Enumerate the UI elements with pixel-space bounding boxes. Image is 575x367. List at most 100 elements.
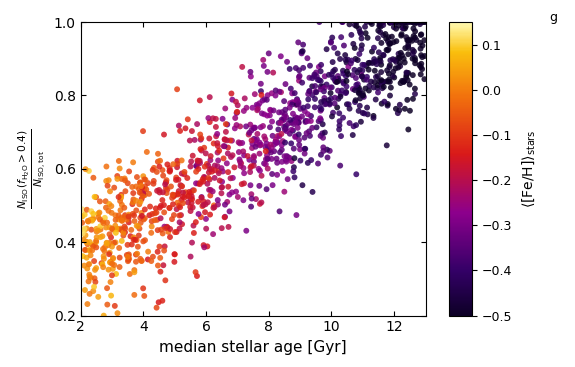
- Point: [260, 134, 269, 139]
- Point: [247, 163, 256, 169]
- Point: [236, 159, 245, 165]
- Point: [237, 181, 246, 187]
- Point: [102, 240, 112, 246]
- Point: [85, 291, 94, 297]
- Point: [247, 204, 256, 210]
- Point: [161, 179, 170, 185]
- Point: [81, 166, 90, 172]
- Point: [372, 61, 381, 67]
- Point: [387, 19, 396, 25]
- Point: [117, 194, 126, 200]
- Point: [421, 19, 430, 25]
- Point: [85, 168, 94, 174]
- Point: [191, 163, 201, 169]
- Point: [223, 150, 232, 156]
- Point: [362, 105, 371, 110]
- Point: [367, 21, 377, 27]
- Point: [227, 189, 236, 195]
- Point: [117, 217, 126, 222]
- Point: [234, 139, 243, 145]
- Point: [415, 21, 424, 27]
- Point: [258, 98, 267, 103]
- Point: [316, 133, 325, 139]
- Point: [358, 68, 367, 73]
- Point: [233, 102, 242, 108]
- Point: [117, 238, 126, 244]
- Point: [296, 146, 305, 152]
- Point: [360, 62, 369, 68]
- Point: [402, 70, 411, 76]
- Point: [419, 19, 428, 25]
- Point: [227, 154, 236, 160]
- Point: [206, 157, 215, 163]
- Point: [301, 119, 310, 125]
- Point: [312, 73, 321, 79]
- Point: [132, 223, 141, 229]
- Point: [137, 210, 146, 216]
- Point: [239, 165, 248, 171]
- Point: [91, 279, 100, 285]
- Point: [394, 51, 403, 57]
- Point: [239, 108, 248, 114]
- Point: [275, 89, 284, 95]
- Point: [416, 40, 425, 46]
- Point: [392, 26, 401, 32]
- Point: [395, 102, 404, 108]
- Y-axis label: $\langle[\mathrm{Fe/H}]\rangle_\mathrm{stars}$: $\langle[\mathrm{Fe/H}]\rangle_\mathrm{s…: [520, 130, 537, 208]
- Point: [105, 201, 114, 207]
- Point: [404, 45, 413, 51]
- Point: [339, 79, 348, 85]
- Point: [194, 199, 203, 205]
- Point: [263, 156, 273, 162]
- Point: [344, 101, 353, 107]
- Point: [345, 106, 354, 112]
- Point: [375, 55, 385, 61]
- Point: [255, 101, 264, 106]
- Point: [320, 95, 329, 101]
- Point: [83, 266, 92, 272]
- Point: [399, 26, 408, 32]
- Point: [200, 244, 209, 250]
- Point: [355, 87, 365, 93]
- Point: [197, 195, 206, 201]
- Point: [89, 243, 98, 249]
- Point: [153, 249, 162, 255]
- Point: [136, 199, 145, 204]
- Point: [220, 136, 229, 142]
- Point: [147, 230, 156, 236]
- Point: [342, 73, 351, 79]
- Point: [385, 41, 394, 47]
- Point: [124, 258, 133, 264]
- Point: [408, 19, 417, 25]
- Point: [271, 139, 280, 145]
- Point: [385, 40, 394, 46]
- Point: [259, 160, 269, 166]
- Point: [408, 51, 417, 57]
- Point: [281, 81, 290, 87]
- Point: [80, 226, 89, 232]
- Point: [234, 149, 243, 155]
- Point: [113, 173, 122, 179]
- Point: [373, 82, 382, 88]
- Point: [113, 176, 122, 182]
- Point: [378, 32, 388, 38]
- Point: [266, 124, 275, 130]
- Point: [131, 198, 140, 204]
- Point: [261, 148, 270, 154]
- Point: [408, 47, 417, 53]
- Point: [85, 239, 94, 245]
- Point: [159, 262, 168, 268]
- Point: [158, 197, 167, 203]
- Point: [317, 106, 326, 112]
- Point: [231, 115, 240, 121]
- Point: [393, 110, 402, 116]
- Point: [81, 247, 90, 253]
- Point: [138, 193, 147, 199]
- Point: [233, 109, 242, 115]
- Point: [388, 73, 397, 79]
- Point: [386, 85, 396, 91]
- Point: [177, 212, 186, 218]
- Point: [365, 88, 374, 94]
- Point: [357, 36, 366, 41]
- Point: [386, 19, 396, 25]
